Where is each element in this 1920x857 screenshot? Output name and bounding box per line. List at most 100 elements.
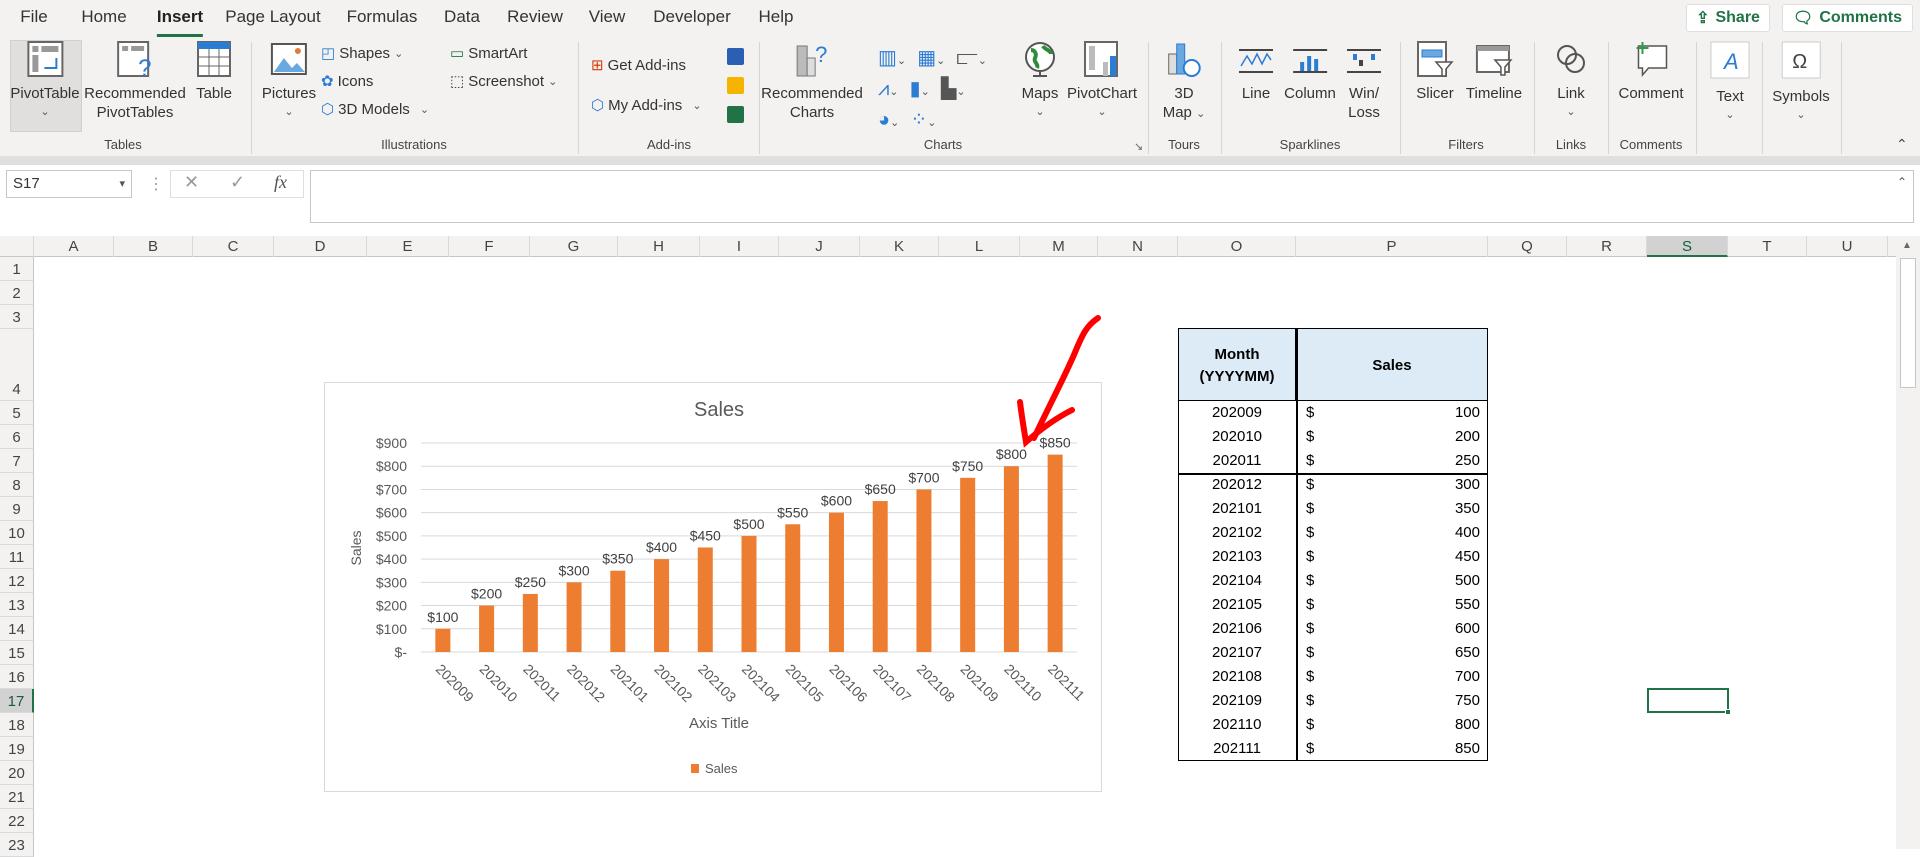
statistic-chart-icon[interactable]: ▮ bbox=[909, 78, 921, 100]
select-all-corner[interactable] bbox=[0, 236, 34, 257]
row-header-2[interactable]: 2 bbox=[0, 281, 34, 305]
sparkline-column-button[interactable]: Column bbox=[1284, 40, 1336, 103]
name-box[interactable]: S17 ▾ bbox=[6, 170, 132, 198]
row-header-16[interactable]: 16 bbox=[0, 665, 34, 689]
symbols-button[interactable]: Ω Symbols ⌄ bbox=[1772, 41, 1830, 125]
share-button[interactable]: ⇪ Share bbox=[1686, 4, 1770, 32]
shapes-button[interactable]: ◰ Shapes ⌄ bbox=[321, 44, 403, 63]
column-header-A[interactable]: A bbox=[34, 236, 114, 257]
tab-page-layout[interactable]: Page Layout bbox=[225, 7, 321, 26]
column-header-J[interactable]: J bbox=[779, 236, 860, 257]
row-header-15[interactable]: 15 bbox=[0, 641, 34, 665]
tab-formulas[interactable]: Formulas bbox=[346, 7, 418, 26]
row-header-21[interactable]: 21 bbox=[0, 785, 34, 809]
column-header-G[interactable]: G bbox=[530, 236, 618, 257]
column-header-R[interactable]: R bbox=[1567, 236, 1647, 257]
tab-view[interactable]: View bbox=[588, 7, 626, 26]
cancel-icon[interactable]: ✕ bbox=[184, 172, 200, 192]
formula-input[interactable]: ⌃ bbox=[310, 170, 1914, 223]
selected-cell-s17[interactable] bbox=[1647, 688, 1731, 715]
tab-developer[interactable]: Developer bbox=[653, 7, 731, 26]
text-button[interactable]: A Text ⌄ bbox=[1710, 41, 1750, 125]
row-header-20[interactable]: 20 bbox=[0, 761, 34, 785]
timeline-button[interactable]: Timeline bbox=[1466, 40, 1522, 103]
collapse-ribbon-icon[interactable]: ⌃ bbox=[1896, 136, 1908, 152]
row-header-6[interactable]: 6 bbox=[0, 425, 34, 449]
row-header-12[interactable]: 12 bbox=[0, 569, 34, 593]
column-header-I[interactable]: I bbox=[700, 236, 779, 257]
enter-check-icon[interactable]: ✓ bbox=[230, 172, 246, 192]
tab-data[interactable]: Data bbox=[444, 7, 480, 26]
waterfall-chart-icon[interactable]: ⫍ bbox=[956, 47, 978, 69]
bing-icon[interactable] bbox=[727, 77, 744, 94]
pie-chart-icon[interactable]: ◕ bbox=[878, 109, 891, 131]
column-header-F[interactable]: F bbox=[449, 236, 530, 257]
hierarchy-chart-icon[interactable]: ▦ bbox=[917, 47, 937, 69]
row-header-10[interactable]: 10 bbox=[0, 521, 34, 545]
combo-chart-icon[interactable]: ▙ bbox=[940, 78, 957, 100]
recommended-pivottables-button[interactable]: ? Recommended PivotTables bbox=[84, 40, 186, 122]
new-comment-button[interactable]: Comment bbox=[1618, 40, 1684, 103]
row-header-5[interactable]: 5 bbox=[0, 401, 34, 425]
column-header-B[interactable]: B bbox=[114, 236, 193, 257]
column-header-Q[interactable]: Q bbox=[1488, 236, 1567, 257]
scroll-up-icon[interactable]: ▲ bbox=[1902, 240, 1912, 251]
column-header-S[interactable]: S bbox=[1647, 236, 1728, 257]
row-header-17[interactable]: 17 bbox=[0, 689, 34, 713]
link-button[interactable]: Link ⌄ bbox=[1552, 40, 1590, 122]
tab-review[interactable]: Review bbox=[507, 7, 563, 26]
smartart-button[interactable]: ▭ SmartArt bbox=[450, 44, 527, 63]
row-header-3[interactable]: 3 bbox=[0, 305, 34, 329]
screenshot-button[interactable]: ⬚ Screenshot ⌄ bbox=[450, 72, 557, 91]
row-header-11[interactable]: 11 bbox=[0, 545, 34, 569]
column-header-O[interactable]: O bbox=[1178, 236, 1296, 257]
column-header-M[interactable]: M bbox=[1020, 236, 1098, 257]
pivot-table-button[interactable]: PivotTable ⌄ bbox=[10, 40, 80, 122]
row-header-22[interactable]: 22 bbox=[0, 809, 34, 833]
3d-map-button[interactable]: 3D Map ⌄ bbox=[1163, 40, 1205, 124]
row-header-14[interactable]: 14 bbox=[0, 617, 34, 641]
pivotchart-button[interactable]: PivotChart ⌄ bbox=[1067, 40, 1137, 122]
row-header-13[interactable]: 13 bbox=[0, 593, 34, 617]
insert-function-icon[interactable]: fx bbox=[274, 172, 287, 192]
row-header-8[interactable]: 8 bbox=[0, 473, 34, 497]
row-header-9[interactable]: 9 bbox=[0, 497, 34, 521]
column-header-D[interactable]: D bbox=[274, 236, 367, 257]
column-header-H[interactable]: H bbox=[618, 236, 700, 257]
line-chart-icon[interactable]: ⩘ bbox=[878, 78, 890, 100]
visio-icon[interactable] bbox=[727, 48, 744, 65]
row-header-19[interactable]: 19 bbox=[0, 737, 34, 761]
scatter-chart-icon[interactable]: ⁘ bbox=[910, 109, 928, 131]
vertical-scrollbar[interactable]: ▲ bbox=[1896, 236, 1920, 849]
column-header-U[interactable]: U bbox=[1807, 236, 1888, 257]
sparkline-winloss-button[interactable]: Win/Loss bbox=[1345, 40, 1383, 122]
row-header-1[interactable]: 1 bbox=[0, 257, 34, 281]
dialog-launcher-icon[interactable]: ↘ bbox=[1134, 141, 1144, 153]
row-header-4[interactable]: 4 bbox=[0, 329, 34, 401]
slicer-button[interactable]: Slicer bbox=[1416, 40, 1454, 103]
maps-button[interactable]: Maps ⌄ bbox=[1021, 40, 1059, 122]
column-header-L[interactable]: L bbox=[939, 236, 1020, 257]
column-chart-icon[interactable]: ▥ bbox=[878, 47, 897, 69]
row-header-18[interactable]: 18 bbox=[0, 713, 34, 737]
tab-home[interactable]: Home bbox=[81, 7, 127, 26]
pictures-button[interactable]: Pictures ⌄ bbox=[262, 40, 316, 122]
column-header-K[interactable]: K bbox=[860, 236, 939, 257]
sparkline-line-button[interactable]: Line bbox=[1237, 40, 1275, 103]
sales-chart[interactable]: Sales $- $100 $200 $300 $400 $500 $600 $700 $800 $… bbox=[324, 382, 1102, 792]
row-header-7[interactable]: 7 bbox=[0, 449, 34, 473]
column-header-T[interactable]: T bbox=[1728, 236, 1807, 257]
scrollbar-thumb[interactable] bbox=[1900, 258, 1916, 388]
table-button[interactable]: Table bbox=[195, 40, 233, 103]
my-addins-button[interactable]: ⬡ My Add-ins ⌄ bbox=[591, 96, 702, 115]
icons-button[interactable]: ✿ Icons bbox=[321, 72, 373, 91]
comments-button[interactable]: 🗨 Comments bbox=[1782, 4, 1913, 32]
column-header-C[interactable]: C bbox=[193, 236, 274, 257]
3d-models-button[interactable]: ⬡ 3D Models ⌄ bbox=[321, 100, 429, 119]
tab-insert[interactable]: Insert bbox=[156, 7, 204, 37]
tab-help[interactable]: Help bbox=[758, 7, 794, 26]
row-header-23[interactable]: 23 bbox=[0, 833, 34, 857]
column-header-P[interactable]: P bbox=[1296, 236, 1488, 257]
expand-formula-bar-icon[interactable]: ⌃ bbox=[1896, 175, 1907, 189]
tab-file[interactable]: File bbox=[20, 7, 48, 26]
